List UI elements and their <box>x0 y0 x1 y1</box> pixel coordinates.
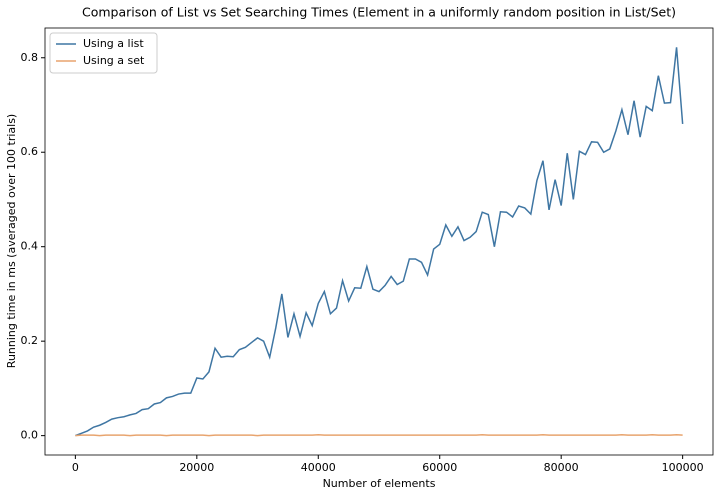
y-tick-label: 0.6 <box>21 145 39 158</box>
data-line <box>75 433 683 437</box>
y-axis-label: Running time in ms (averaged over 100 tr… <box>5 114 18 368</box>
x-tick-label: 80000 <box>544 461 579 474</box>
legend-box <box>49 32 158 74</box>
x-tick-label: 60000 <box>422 461 457 474</box>
y-tick-label: 0.8 <box>21 51 39 64</box>
data-line <box>75 47 684 437</box>
y-tick-label: 0.0 <box>21 429 39 442</box>
x-axis-label: Number of elements <box>323 477 436 490</box>
x-tick-label: 0 <box>72 461 79 474</box>
y-tick-label: 0.2 <box>21 334 39 347</box>
legend-label: Using a list <box>83 37 144 50</box>
x-tick-label: 20000 <box>179 461 214 474</box>
x-tick-label: 40000 <box>301 461 336 474</box>
plot-frame <box>44 27 714 456</box>
chart-title: Comparison of List vs Set Searching Time… <box>82 5 676 20</box>
x-tick-label: 100000 <box>662 461 704 474</box>
y-tick-label: 0.4 <box>21 240 39 253</box>
legend-label: Using a set <box>83 54 145 67</box>
